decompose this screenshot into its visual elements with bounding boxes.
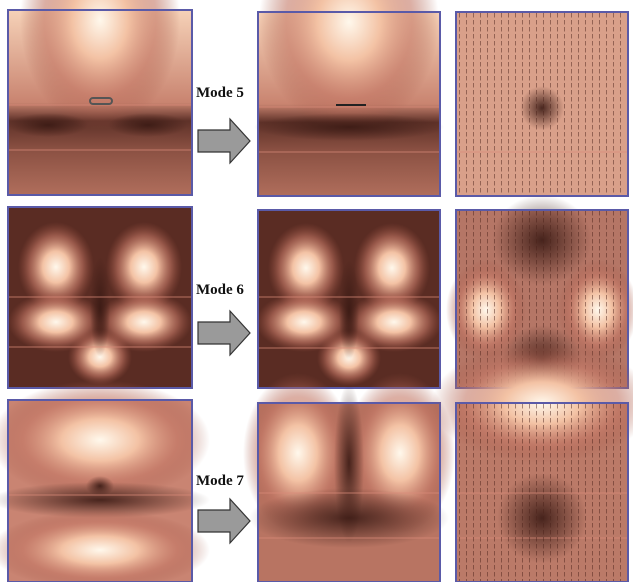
field-panel [254, 0, 444, 196]
field-panel [456, 12, 628, 196]
vector-field [456, 12, 628, 196]
arrow [198, 499, 250, 543]
field-panel [0, 380, 210, 582]
figure: Mode 5 Mode 6 Mode 7 [0, 0, 633, 582]
field-region [86, 476, 114, 496]
arrow [198, 119, 250, 163]
field-region [90, 257, 110, 357]
mode-label: Mode 5 [196, 85, 244, 101]
mode-label: Mode 7 [196, 473, 244, 489]
panels [0, 0, 633, 582]
field-panel [8, 207, 192, 388]
field-panel [8, 0, 192, 195]
field-region [339, 260, 359, 360]
field-region [108, 113, 188, 137]
field-panel [432, 343, 633, 582]
field-region [249, 488, 449, 548]
vector-field [456, 403, 628, 582]
field-region [254, 113, 444, 141]
field-region [8, 113, 88, 137]
field-panel [243, 373, 455, 582]
field-panel [256, 210, 442, 388]
mode-label: Mode 6 [196, 282, 244, 298]
arrow [198, 311, 250, 355]
